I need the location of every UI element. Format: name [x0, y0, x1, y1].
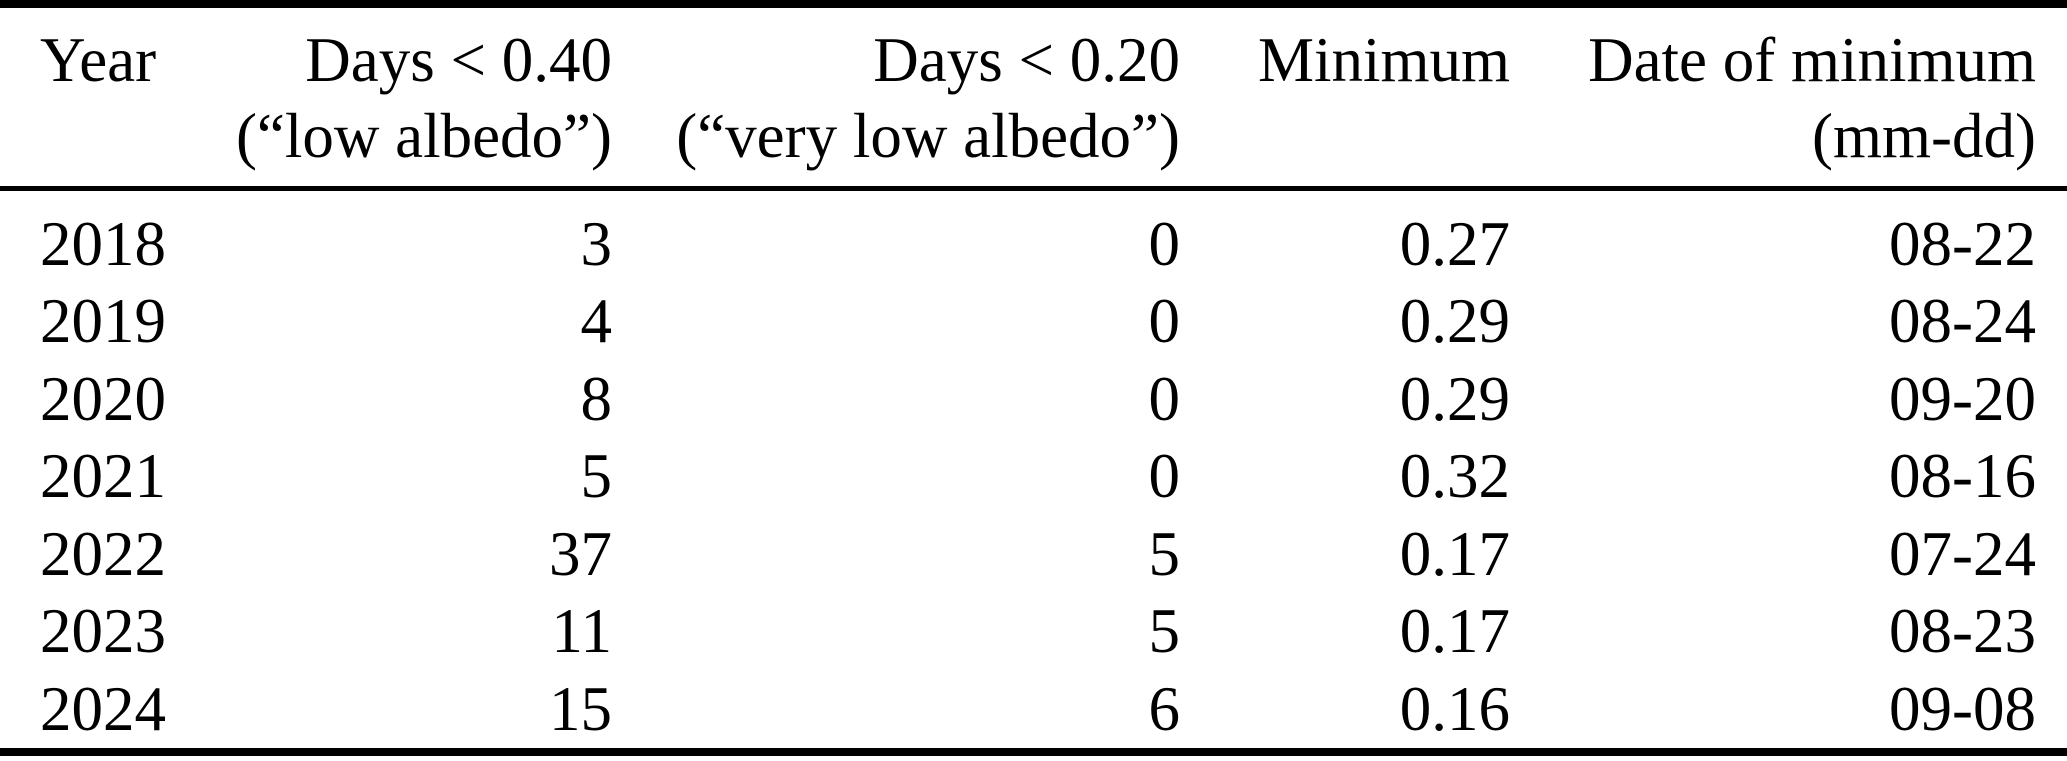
cell-year: 2022 — [40, 518, 166, 589]
cell-minimum: 0.29 — [1399, 363, 1510, 434]
header-year-line1: Year — [40, 25, 157, 95]
table-row: 2019 4 0 0.29 08-24 — [0, 283, 2067, 361]
table-top-rule — [0, 0, 2067, 8]
cell-days-very-low: 0 — [1148, 208, 1181, 279]
header-days-low-line1: Days < 0.40 — [305, 25, 612, 95]
table-row: 2023 11 5 0.17 08-23 — [0, 593, 2067, 671]
header-days-very-low-line1: Days < 0.20 — [873, 25, 1180, 95]
header-date-line2: (mm-dd) — [1812, 101, 2036, 171]
cell-date-of-minimum: 08-16 — [1889, 441, 2036, 511]
cell-days-very-low: 0 — [1148, 286, 1181, 356]
albedo-statistics-table: Year Days < 0.40 (“low albedo”) Days < 0… — [0, 8, 2067, 748]
cell-year: 2020 — [40, 363, 166, 434]
cell-days-low: 11 — [551, 596, 612, 666]
cell-days-very-low: 6 — [1148, 673, 1181, 744]
table-body: 2018 3 0 0.27 08-22 2019 4 0 0.29 08-24 … — [0, 188, 2067, 748]
cell-date-of-minimum: 09-20 — [1889, 363, 2036, 434]
cell-days-low: 37 — [549, 518, 612, 589]
header-days-very-low-line2: (“very low albedo”) — [676, 101, 1180, 171]
header-cell-days-very-low-albedo: Days < 0.20 (“very low albedo”) — [612, 8, 1180, 191]
cell-days-low: 15 — [549, 673, 612, 744]
cell-year: 2018 — [40, 208, 166, 279]
cell-year: 2024 — [40, 673, 166, 744]
cell-date-of-minimum: 08-23 — [1889, 596, 2036, 666]
table-row: 2018 3 0 0.27 08-22 — [0, 188, 2067, 283]
cell-days-very-low: 0 — [1148, 441, 1181, 511]
cell-days-low: 8 — [580, 363, 613, 434]
header-minimum-line1: Minimum — [1257, 25, 1510, 95]
cell-minimum: 0.17 — [1399, 596, 1510, 666]
cell-year: 2023 — [40, 596, 166, 666]
cell-date-of-minimum: 07-24 — [1889, 518, 2036, 589]
cell-minimum: 0.29 — [1399, 286, 1510, 356]
cell-minimum: 0.27 — [1399, 208, 1510, 279]
table-row: 2024 15 6 0.16 09-08 — [0, 671, 2067, 749]
cell-year: 2021 — [40, 441, 166, 511]
cell-days-low: 4 — [580, 286, 613, 356]
header-cell-year: Year — [0, 8, 223, 191]
cell-date-of-minimum: 08-22 — [1889, 208, 2036, 279]
header-cell-minimum: Minimum — [1180, 8, 1510, 191]
cell-days-low: 3 — [580, 208, 613, 279]
cell-days-low: 5 — [580, 441, 613, 511]
header-row: Year Days < 0.40 (“low albedo”) Days < 0… — [0, 8, 2067, 191]
cell-minimum: 0.16 — [1399, 673, 1510, 744]
cell-year: 2019 — [40, 286, 166, 356]
cell-days-very-low: 0 — [1148, 363, 1181, 434]
header-date-line1: Date of minimum — [1588, 25, 2036, 95]
header-days-low-line2: (“low albedo”) — [235, 101, 612, 171]
cell-date-of-minimum: 09-08 — [1889, 673, 2036, 744]
cell-days-very-low: 5 — [1148, 518, 1181, 589]
cell-minimum: 0.32 — [1399, 441, 1510, 511]
cell-days-very-low: 5 — [1148, 596, 1181, 666]
table-bottom-rule — [0, 748, 2067, 756]
table-row: 2020 8 0 0.29 09-20 — [0, 361, 2067, 439]
header-cell-days-low-albedo: Days < 0.40 (“low albedo”) — [223, 8, 612, 191]
header-cell-date-of-minimum: Date of minimum (mm-dd) — [1510, 8, 2067, 191]
cell-minimum: 0.17 — [1399, 518, 1510, 589]
cell-date-of-minimum: 08-24 — [1889, 286, 2036, 356]
table-row: 2022 37 5 0.17 07-24 — [0, 516, 2067, 594]
table-header: Year Days < 0.40 (“low albedo”) Days < 0… — [0, 8, 2067, 191]
table-row: 2021 5 0 0.32 08-16 — [0, 438, 2067, 516]
